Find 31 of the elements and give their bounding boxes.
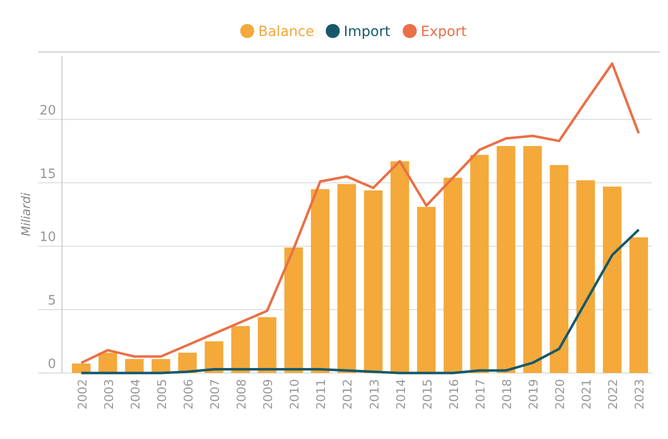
x-tick-label: 2005 [154,379,169,410]
legend-label: Balance [258,24,314,40]
x-tick-label: 2003 [102,379,116,410]
x-tick-label: 2014 [394,379,408,410]
y-tick-label: 15 [39,166,56,182]
x-tick-label: 2010 [288,379,302,410]
x-tick-label: 2023 [632,379,647,410]
x-tick-label: 2011 [314,379,328,410]
y-tick-label: 10 [39,230,56,246]
legend-label: Export [420,24,468,40]
x-tick-label: 2020 [553,379,568,410]
y-axis-title: Miliardi [19,192,33,236]
y-tick-label: 20 [39,103,56,118]
x-tick-label: 2022 [606,379,620,410]
x-tick-label: 2016 [446,379,461,410]
x-tick-label: 2021 [580,379,594,410]
x-tick-label: 2007 [208,379,222,410]
x-tick-label: 2013 [367,379,382,410]
x-tick-label: 2017 [473,379,488,410]
x-tick-label: 2008 [234,379,249,410]
x-tick-label: 2018 [500,379,514,410]
x-tick-label: 2012 [340,379,355,410]
x-tick-label: 2002 [75,379,90,410]
x-tick-label: 2006 [181,379,196,410]
x-tick-label: 2019 [526,379,541,410]
x-tick-label: 2015 [420,379,434,410]
x-tick-label: 2009 [261,379,276,410]
y-tick-label: 0 [48,357,56,372]
y-tick-label: 5 [48,294,56,309]
x-tick-label: 2004 [128,379,142,410]
legend-label: Import [344,24,391,40]
